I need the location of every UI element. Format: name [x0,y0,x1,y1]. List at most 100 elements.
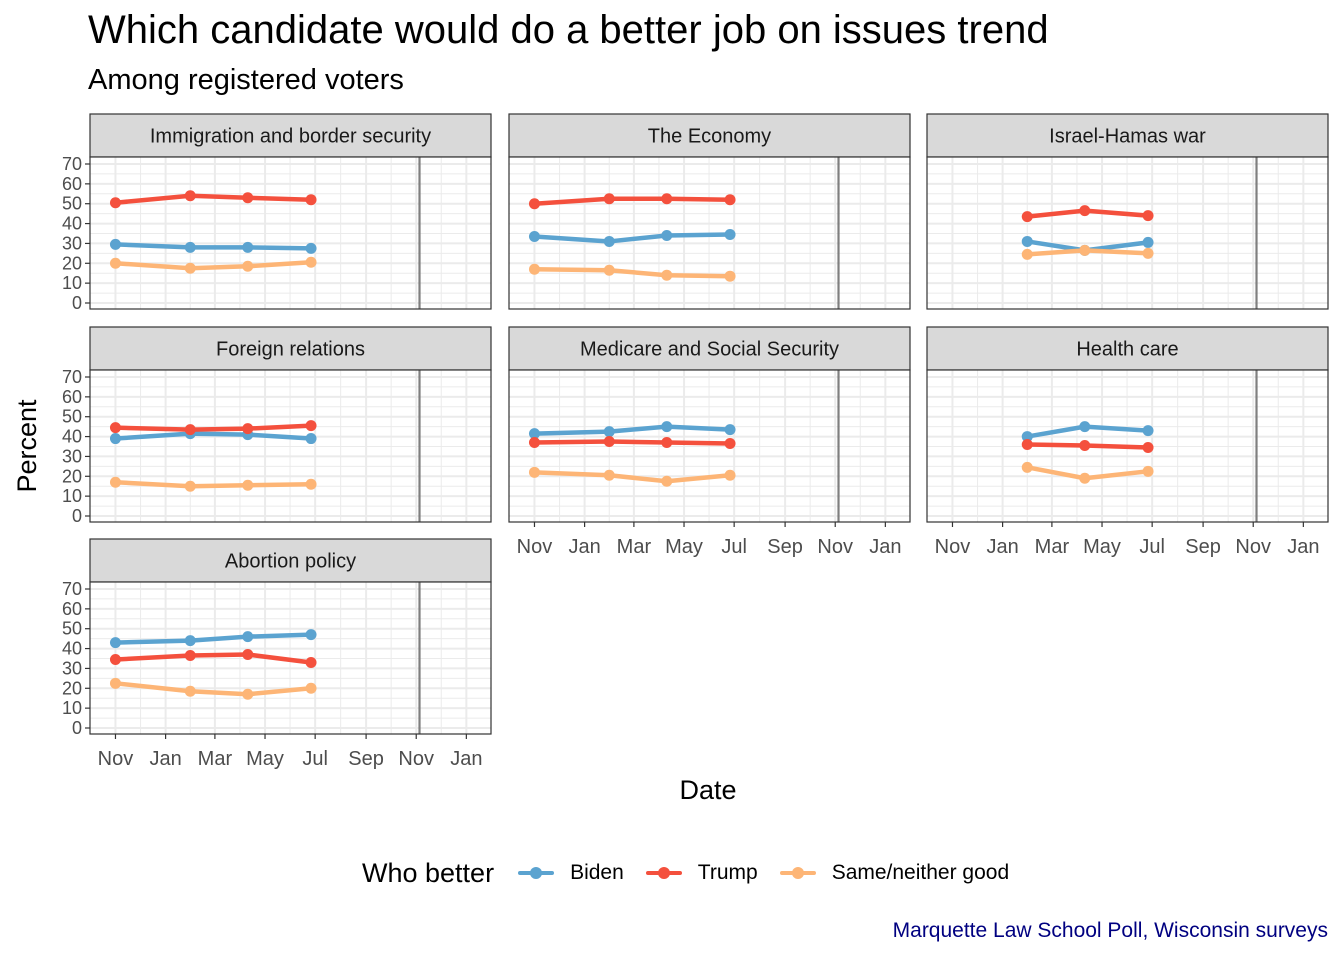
data-point-biden [724,228,736,240]
data-point-same-neither-good [305,478,317,490]
x-tick-label: Nov [935,536,971,558]
y-tick-label: 70 [62,579,82,599]
data-point-same-neither-good [1142,247,1154,259]
data-point-same-neither-good [661,269,673,281]
legend-title: Who better [362,857,495,888]
data-point-trump [1142,441,1154,453]
series-line-biden [113,242,314,251]
panel-border [89,369,492,523]
legend-label-trump: Trump [697,861,758,884]
data-point-biden [242,631,254,643]
data-point-trump [242,192,254,204]
facet-strip [926,113,1329,158]
y-tick-label: 40 [62,639,82,659]
data-point-biden [109,238,121,250]
facet-strip-label: Medicare and Social Security [580,339,839,361]
data-point-trump [109,653,121,665]
data-point-biden [603,235,615,247]
data-point-biden [109,433,121,445]
panel-border [89,581,492,735]
legend-label-biden: Biden [570,861,624,884]
panel-border [508,156,911,310]
panel-border [508,369,911,523]
data-point-same-neither-good [184,262,196,274]
legend-key-biden [514,861,558,885]
data-point-biden [1021,235,1033,247]
data-point-same-neither-good [1079,244,1091,256]
x-tick-label: Sep [767,536,803,558]
data-point-biden [184,241,196,253]
series-line-biden [113,632,314,645]
x-tick-label: Jan [986,536,1018,558]
data-point-same-neither-good [1021,248,1033,260]
data-point-same-neither-good [184,685,196,697]
data-point-same-neither-good [109,677,121,689]
chart-subtitle: Among registered voters [88,64,404,96]
data-point-trump [305,420,317,432]
data-point-biden [109,637,121,649]
data-point-same-neither-good [603,469,615,481]
series-line-trump [532,196,733,206]
x-tick-label: Nov [98,748,134,770]
x-tick-label: Jan [450,748,482,770]
y-tick-label: 10 [62,486,82,506]
x-tick-label: Mar [617,536,652,558]
facet-strip-label: Immigration and border security [150,126,431,148]
series-line-same-neither-good [532,266,733,279]
data-point-trump [724,194,736,206]
data-point-same-neither-good [109,257,121,269]
data-point-trump [305,656,317,668]
data-point-same-neither-good [1021,461,1033,473]
data-point-biden [528,428,540,440]
x-tick-label: Jan [149,748,181,770]
data-point-biden [528,230,540,242]
y-tick-label: 50 [62,194,82,214]
facet-strip [508,326,911,371]
x-tick-label: May [246,748,284,770]
facet-strip-label: The Economy [648,126,771,148]
y-tick-label: 30 [62,233,82,253]
data-point-biden [305,629,317,641]
data-point-trump [528,198,540,210]
data-point-trump [184,424,196,436]
data-point-biden [661,229,673,241]
series-line-trump [113,193,314,205]
x-tick-label: Mar [198,748,233,770]
x-tick-label: Jan [1287,536,1319,558]
data-point-trump [603,193,615,205]
panel-border [89,156,492,310]
y-tick-label: 20 [62,466,82,486]
data-point-biden [1142,236,1154,248]
data-point-biden [1021,431,1033,443]
facet-strip [89,538,492,583]
data-point-trump [1142,210,1154,222]
data-point-trump [109,422,121,434]
data-point-same-neither-good [724,469,736,481]
data-point-trump [528,437,540,449]
facet-immigration-and-border-security: Immigration and border security 010203040… [62,113,492,313]
facet-strip [508,113,911,158]
x-tick-label: Jan [568,536,600,558]
y-tick-label: 40 [62,427,82,447]
data-point-trump [1079,440,1091,452]
x-tick-label: May [1083,536,1121,558]
y-tick-label: 30 [62,446,82,466]
legend-label-same-neither: Same/neither good [831,861,1010,884]
y-tick-label: 20 [62,253,82,273]
legend: Who better Biden Trump Same/neither good [362,856,1027,890]
y-tick-label: 10 [62,698,82,718]
x-tick-label: Jul [302,748,328,770]
data-point-trump [661,193,673,205]
series-line-trump [113,652,314,665]
x-tick-label: Jul [1139,536,1165,558]
data-point-same-neither-good [242,260,254,272]
facet-medicare-and-social-security: Medicare and Social Security Nov Jan Mar May… [508,326,911,558]
x-tick-label: Sep [1185,536,1221,558]
facet-strip-label: Health care [1076,339,1178,361]
data-point-biden [305,433,317,445]
data-point-same-neither-good [1142,465,1154,477]
y-tick-label: 0 [72,718,82,738]
y-tick-label: 50 [62,619,82,639]
legend-item-biden: Biden [514,861,624,885]
